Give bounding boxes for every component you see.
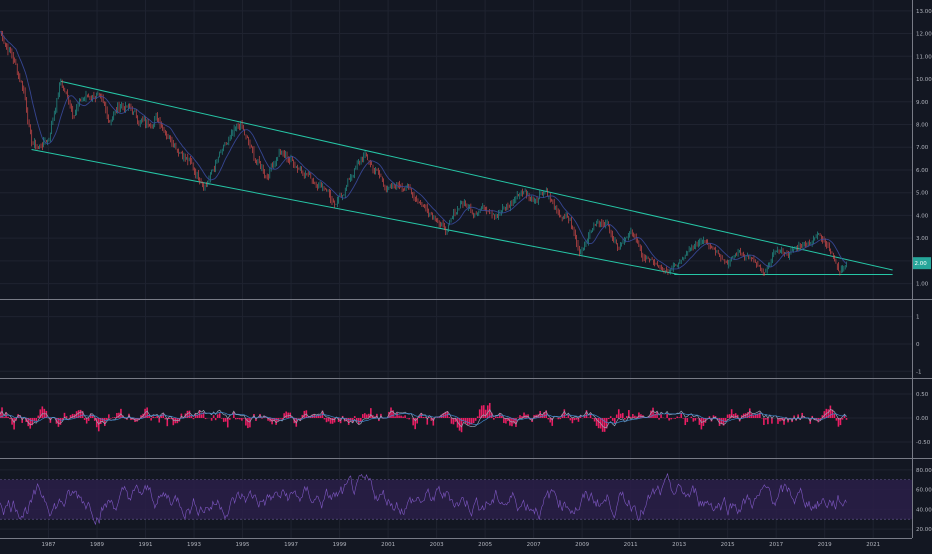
x-tick-label: 2017 xyxy=(769,542,783,548)
x-tick-label: 2005 xyxy=(478,542,492,548)
y-tick-label: 60.00 xyxy=(916,488,932,494)
x-tick-label: 2015 xyxy=(721,542,735,548)
y-tick-label: 5.00 xyxy=(916,191,929,197)
channel-upper-line xyxy=(60,80,893,271)
y-tick-label: 40.00 xyxy=(916,507,932,513)
x-tick-label: 1987 xyxy=(42,542,56,548)
x-tick-label: 2009 xyxy=(575,542,589,548)
y-tick-label: 0.50 xyxy=(916,392,929,398)
channel-lower-line xyxy=(31,149,680,276)
x-tick-label: 2011 xyxy=(624,542,638,548)
last-price-tag-box xyxy=(913,257,931,270)
y-tick-label: 12.00 xyxy=(916,32,932,38)
y-tick-label: 1.00 xyxy=(916,282,929,288)
y-tick-label: 7.00 xyxy=(916,145,929,151)
y-tick-label: 11.00 xyxy=(916,54,932,60)
rsi-line xyxy=(0,473,847,526)
x-tick-label: 2007 xyxy=(527,542,541,548)
x-tick-label: 1995 xyxy=(236,542,250,548)
y-tick-label: 0.00 xyxy=(916,416,929,422)
y-tick-label: 8.00 xyxy=(916,122,929,128)
y-tick-label: -1 xyxy=(916,369,921,375)
oscillator-signal-line xyxy=(0,412,847,425)
y-tick-label: 10.00 xyxy=(916,77,932,83)
y-tick-label: 13.00 xyxy=(916,9,932,15)
y-tick-label: 80.00 xyxy=(916,468,932,474)
y-tick-label: 20.00 xyxy=(916,527,932,533)
moving-average-line xyxy=(0,31,847,270)
x-tick-label: 2003 xyxy=(430,542,444,548)
x-tick-label: 2013 xyxy=(672,542,686,548)
x-tick-label: 2021 xyxy=(866,542,880,548)
y-tick-label: 6.00 xyxy=(916,168,929,174)
x-tick-label: 1989 xyxy=(90,542,104,548)
oscillator-series xyxy=(0,402,848,433)
x-tick-label: 1993 xyxy=(187,542,201,548)
y-tick-label: 4.00 xyxy=(916,213,929,219)
x-tick-label: 2001 xyxy=(381,542,395,548)
axes: 1987 1989 1991 1993 1995 1997 1999 2001 2003 2005… xyxy=(42,9,932,548)
y-tick-label: 0 xyxy=(916,342,920,348)
y-tick-label: 9.00 xyxy=(916,100,929,106)
last-price-tag: 2.00 xyxy=(913,257,931,270)
y-tick-label: 3.00 xyxy=(916,236,929,242)
oscillator-main-line xyxy=(0,408,847,429)
x-tick-label: 1997 xyxy=(284,542,298,548)
x-tick-label: 2019 xyxy=(818,542,832,548)
x-tick-label: 1999 xyxy=(333,542,347,548)
y-tick-label: 1 xyxy=(916,315,920,321)
price-series xyxy=(0,30,847,276)
y-tick-label: -0.50 xyxy=(916,440,931,446)
panel-dividers xyxy=(0,0,932,539)
rsi-series xyxy=(0,473,847,526)
rsi-band xyxy=(0,479,912,520)
x-tick-label: 1991 xyxy=(139,542,153,548)
last-price-tag-label: 2.00 xyxy=(915,261,928,267)
grid xyxy=(0,0,912,538)
channel-lines xyxy=(31,80,893,276)
